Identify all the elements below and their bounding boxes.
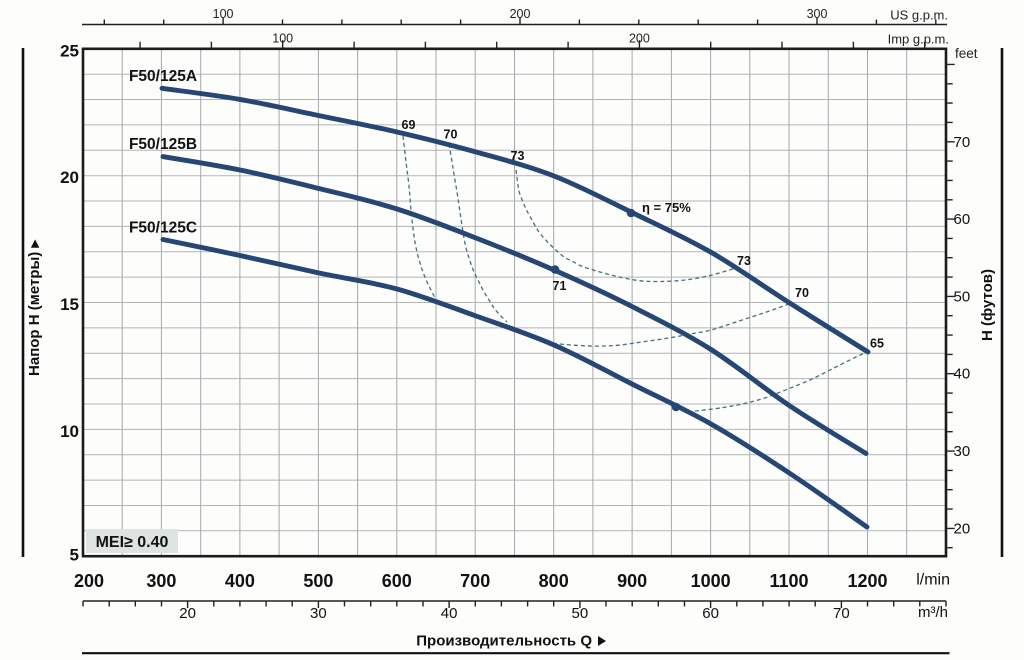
svg-text:50: 50 [954,288,971,305]
svg-text:feet: feet [955,46,978,61]
svg-text:500: 500 [303,571,333,591]
svg-text:73: 73 [511,149,525,163]
svg-text:Напор H (метры) ▸: Напор H (метры) ▸ [26,239,43,376]
svg-text:H (футов): H (футов) [979,269,996,341]
svg-text:20: 20 [179,605,196,622]
svg-text:1100: 1100 [769,571,808,591]
svg-text:70: 70 [954,134,971,151]
svg-text:69: 69 [402,118,416,132]
svg-text:20: 20 [60,168,79,187]
svg-text:400: 400 [225,571,255,591]
svg-text:40: 40 [441,605,458,622]
svg-text:US g.p.m.: US g.p.m. [890,8,948,23]
svg-text:73: 73 [737,254,751,268]
svg-text:F50/125C: F50/125C [129,220,197,237]
svg-text:300: 300 [146,571,176,591]
svg-text:10: 10 [60,422,79,441]
svg-text:η = 75%: η = 75% [642,200,691,215]
svg-text:Производительность Q: Производительность Q [416,633,592,650]
svg-text:50: 50 [572,605,589,622]
svg-text:F50/125B: F50/125B [129,136,197,153]
svg-text:65: 65 [870,337,884,351]
svg-text:600: 600 [382,571,412,591]
svg-text:800: 800 [539,571,569,591]
svg-text:40: 40 [954,366,971,383]
svg-text:Imp g.p.m.: Imp g.p.m. [888,32,949,47]
svg-text:MEI≥ 0.40: MEI≥ 0.40 [96,534,169,551]
svg-text:l/min: l/min [916,572,950,589]
svg-text:900: 900 [617,571,647,591]
svg-text:m³/h: m³/h [918,604,948,621]
svg-text:5: 5 [70,546,79,565]
svg-text:30: 30 [310,605,327,622]
svg-text:1000: 1000 [691,571,731,591]
svg-text:300: 300 [807,7,828,21]
svg-text:200: 200 [74,571,104,591]
svg-text:F50/125A: F50/125A [129,68,197,85]
svg-text:70: 70 [444,128,458,142]
svg-text:60: 60 [702,605,719,622]
svg-text:100: 100 [272,32,293,46]
svg-text:25: 25 [60,41,79,60]
svg-text:70: 70 [795,286,809,300]
svg-text:200: 200 [510,7,531,21]
svg-text:700: 700 [460,571,490,591]
svg-text:200: 200 [629,32,650,46]
svg-text:15: 15 [60,295,79,314]
svg-text:20: 20 [954,520,971,537]
svg-text:1200: 1200 [847,571,887,591]
svg-text:60: 60 [954,211,971,228]
svg-text:71: 71 [553,279,567,293]
svg-text:100: 100 [213,7,234,21]
svg-text:30: 30 [954,443,971,460]
svg-text:70: 70 [833,605,850,622]
